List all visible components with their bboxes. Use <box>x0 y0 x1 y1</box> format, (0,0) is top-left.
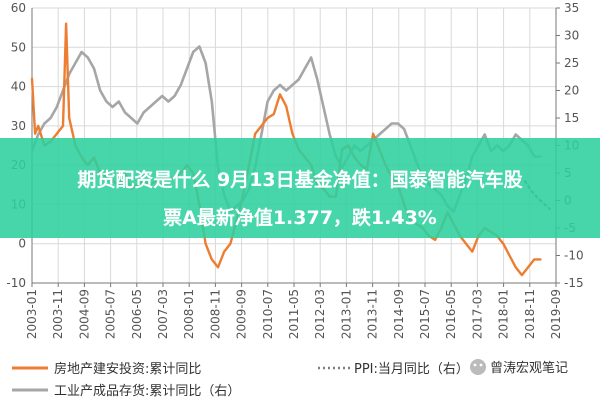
x-tick-label: 2012-03 <box>313 289 327 339</box>
x-tick-label: 2016-05 <box>444 289 458 339</box>
x-tick-label: 2003-01 <box>25 289 39 339</box>
x-tick-label: 2009-09 <box>235 289 249 339</box>
x-tick-label: 2017-03 <box>470 289 484 339</box>
banner-line-1: 期货配资是什么 9月13日基金净值：国泰智能汽车股 <box>77 168 522 191</box>
x-tick-label: 2007-03 <box>156 289 170 339</box>
x-tick-label: 2011-05 <box>287 289 301 339</box>
x-tick-label: 2019-09 <box>549 289 563 339</box>
right-tick-label: 15 <box>564 111 579 125</box>
legend-label-3: PPI:当月同比（右） <box>354 362 469 377</box>
right-tick-label: 30 <box>564 29 579 43</box>
x-tick-label: 2008-11 <box>208 289 222 339</box>
x-tick-label: 2010-07 <box>261 289 275 339</box>
legend: 房地产建安投资:累计同比 工业产成品存货:累计同比（右） PPI:当月同比（右）… <box>12 359 568 399</box>
right-tick-label: 35 <box>564 1 579 15</box>
left-tick-label: 40 <box>11 80 26 94</box>
right-tick-label: 20 <box>564 84 579 98</box>
x-tick-label: 2018-11 <box>523 289 537 339</box>
x-tick-label: 2003-11 <box>51 289 65 339</box>
x-tick-label: 2015-07 <box>418 289 432 339</box>
watermark-text: 曾涛宏观笔记 <box>490 360 568 376</box>
x-tick-label: 2006-05 <box>130 289 144 339</box>
left-tick-label: 0 <box>18 237 26 251</box>
banner-background <box>0 138 600 238</box>
right-tick-label: -15 <box>564 276 584 290</box>
x-tick-label: 2008-01 <box>182 289 196 339</box>
x-tick-label: 2013-11 <box>366 289 380 339</box>
left-tick-label: 30 <box>11 119 26 133</box>
overlay-banner: 期货配资是什么 9月13日基金净值：国泰智能汽车股 票A最新净值1.377，跌1… <box>0 138 600 238</box>
wechat-icon <box>470 359 486 375</box>
right-tick-label: 25 <box>564 56 579 70</box>
right-tick-label: -10 <box>564 249 584 263</box>
banner-line-2: 票A最新净值1.377，跌1.43% <box>163 206 437 229</box>
legend-label-1: 房地产建安投资:累计同比 <box>54 361 201 377</box>
left-tick-label: 60 <box>11 1 26 15</box>
x-tick-label: 2004-09 <box>77 289 91 339</box>
x-tick-label: 2005-07 <box>104 289 118 339</box>
x-tick-label: 2013-01 <box>339 289 353 339</box>
left-tick-label: -10 <box>6 276 26 290</box>
legend-label-2: 工业产成品存货:累计同比（右） <box>54 383 240 399</box>
left-tick-label: 50 <box>11 40 26 54</box>
x-tick-label: 2018-01 <box>497 289 511 339</box>
x-tick-label: 2014-09 <box>392 289 406 339</box>
